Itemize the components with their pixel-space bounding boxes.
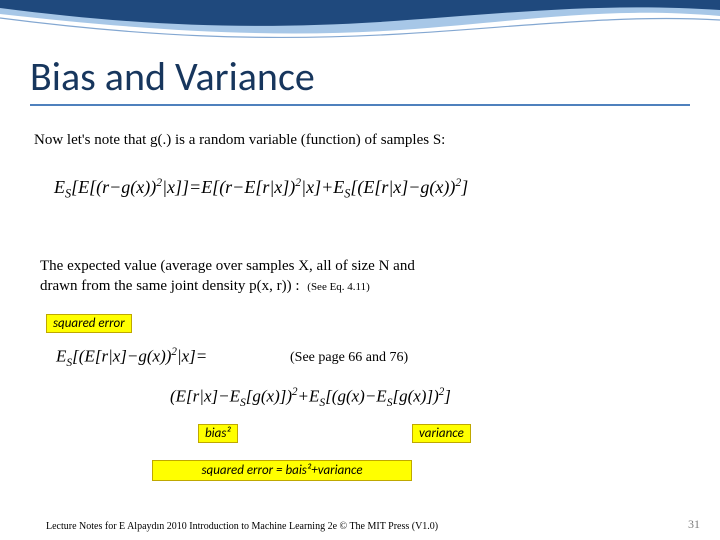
see-page-ref: (See page 66 and 76) xyxy=(290,350,408,366)
title-underline xyxy=(30,104,690,106)
equation-2-left: ES[(E[r|x]−g(x))2|x]= xyxy=(56,346,207,369)
page-title: Bias and Variance xyxy=(30,52,315,101)
equation-3: (E[r|x]−ES[g(x)])2+ES[(g(x)−ES[g(x)])2] xyxy=(170,386,451,409)
intro-text: Now let's note that g(.) is a random var… xyxy=(34,132,445,149)
callout-summary: squared error = bais²+variance xyxy=(152,460,412,481)
para2-prefix: drawn from the same joint density p(x, r… xyxy=(40,278,300,294)
header-wave xyxy=(0,0,720,44)
callout-bias: bias² xyxy=(198,424,238,443)
equation-1: ES[E[(r−g(x))2|x]]=E[(r−E[r|x])2|x]+ES[(… xyxy=(54,176,468,202)
page-number: 31 xyxy=(688,517,700,532)
para2-line2: drawn from the same joint density p(x, r… xyxy=(40,278,370,295)
footer-text: Lecture Notes for E Alpaydın 2010 Introd… xyxy=(46,521,438,532)
callout-variance: variance xyxy=(412,424,471,443)
callout-squared-error: squared error xyxy=(46,314,132,333)
para2-line1: The expected value (average over samples… xyxy=(40,258,415,275)
see-eq-ref: (See Eq. 4.11) xyxy=(307,281,370,293)
